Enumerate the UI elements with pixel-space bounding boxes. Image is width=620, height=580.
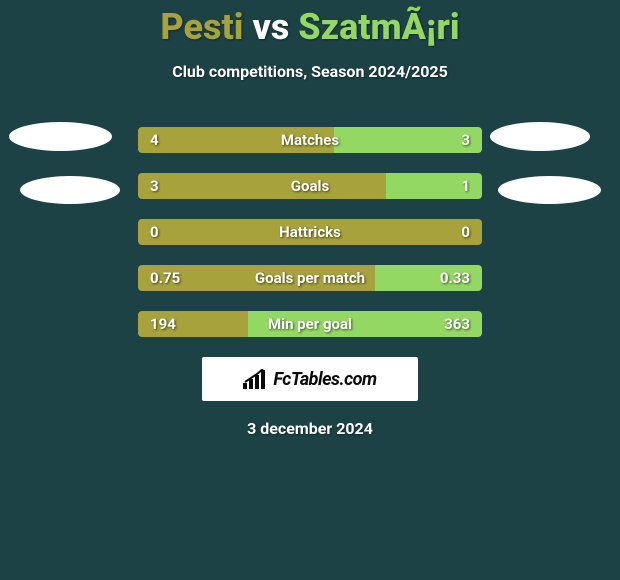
stat-bar-left bbox=[138, 127, 334, 153]
stat-value-right: 0 bbox=[461, 219, 470, 245]
stat-row: 31Goals bbox=[138, 173, 482, 199]
stat-row: 0.750.33Goals per match bbox=[138, 265, 482, 291]
avatar-placeholder bbox=[20, 176, 120, 204]
signal-bars-icon bbox=[243, 369, 269, 389]
title-vs: vs bbox=[252, 6, 289, 48]
stat-value-left: 194 bbox=[150, 311, 176, 337]
stat-value-right: 363 bbox=[444, 311, 470, 337]
page-title: Pesti vs SzatmÃ¡ri bbox=[0, 0, 620, 48]
stat-value-right: 3 bbox=[461, 127, 470, 153]
date: 3 december 2024 bbox=[0, 419, 620, 438]
stat-row: 43Matches bbox=[138, 127, 482, 153]
logo-box: FcTables.com bbox=[202, 357, 418, 401]
stat-row: 00Hattricks bbox=[138, 219, 482, 245]
avatar-placeholder bbox=[490, 122, 590, 151]
stat-value-left: 3 bbox=[150, 173, 159, 199]
stat-row: 194363Min per goal bbox=[138, 311, 482, 337]
title-player1: Pesti bbox=[160, 6, 243, 48]
avatar-placeholder bbox=[498, 176, 601, 204]
avatar-placeholder bbox=[9, 122, 112, 151]
stat-bar-right bbox=[334, 127, 482, 153]
title-player2: SzatmÃ¡ri bbox=[298, 6, 459, 48]
subtitle: Club competitions, Season 2024/2025 bbox=[0, 62, 620, 81]
logo-text: FcTables.com bbox=[273, 369, 376, 390]
stat-bar-left bbox=[138, 173, 386, 199]
stats-bars: 43Matches31Goals00Hattricks0.750.33Goals… bbox=[138, 127, 482, 337]
stat-value-left: 0.75 bbox=[150, 265, 180, 291]
stat-value-right: 1 bbox=[461, 173, 470, 199]
stat-value-left: 0 bbox=[150, 219, 159, 245]
stat-value-left: 4 bbox=[150, 127, 159, 153]
stat-bar-left bbox=[138, 219, 482, 245]
stat-value-right: 0.33 bbox=[440, 265, 470, 291]
